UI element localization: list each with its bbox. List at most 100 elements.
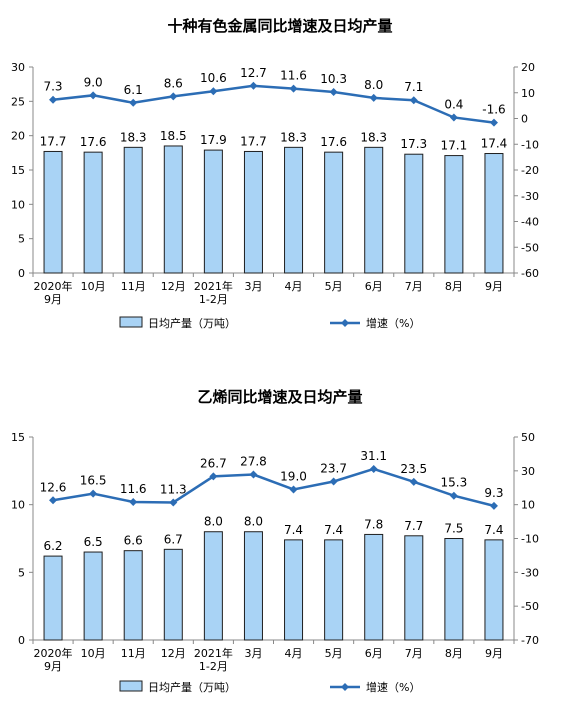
left-y-tick-label: 5 bbox=[18, 566, 25, 579]
line-point-marker bbox=[329, 87, 338, 96]
line-point-marker bbox=[89, 489, 98, 498]
line-value-label: 15.3 bbox=[441, 476, 468, 490]
legend-line-label: 增速（%） bbox=[366, 316, 420, 330]
bar bbox=[43, 150, 63, 274]
bar-value-label: 17.6 bbox=[80, 135, 107, 149]
x-tick-label: 12月 bbox=[161, 647, 186, 660]
bar bbox=[324, 539, 344, 641]
x-tick-label: 9月 bbox=[485, 647, 503, 660]
bar bbox=[364, 533, 384, 641]
growth-line bbox=[52, 467, 495, 508]
ethylene-chart-svg: 乙烯同比增速及日均产量 0 5 10 15 -70 -50 -30 -10 10 30 50 2020年… bbox=[11, 388, 539, 694]
line-value-label: 11.6 bbox=[280, 69, 307, 83]
line-point-marker bbox=[249, 470, 258, 479]
right-y-tick-label: -20 bbox=[521, 164, 539, 177]
line-point-marker bbox=[409, 96, 418, 105]
line-value-label: 19.0 bbox=[280, 469, 307, 483]
legend-line-marker bbox=[341, 319, 349, 327]
x-tick-label: 5月 bbox=[325, 280, 343, 293]
x-tick-label: 4月 bbox=[285, 647, 303, 660]
left-y-tick-label: 25 bbox=[11, 95, 25, 108]
bar-value-label: 6.5 bbox=[84, 535, 103, 549]
line-value-label: 11.3 bbox=[160, 482, 187, 496]
x-tick-label: 2020年 9月 bbox=[34, 279, 73, 306]
bar bbox=[83, 151, 103, 274]
bar bbox=[404, 153, 424, 274]
x-tick-label: 11月 bbox=[121, 280, 146, 293]
line-point-marker bbox=[409, 477, 418, 486]
x-tick-label: 3月 bbox=[244, 647, 262, 660]
x-tick-label: 7月 bbox=[405, 280, 423, 293]
line-value-label: 12.6 bbox=[40, 480, 67, 494]
line-point-marker bbox=[169, 92, 178, 101]
x-tick-label: 2020年 9月 bbox=[34, 646, 73, 673]
line-point-marker bbox=[489, 118, 498, 127]
x-tick-label: 3月 bbox=[244, 280, 262, 293]
right-y-tick-label: 10 bbox=[521, 499, 535, 512]
right-y-tick-label: -50 bbox=[521, 600, 539, 613]
line-point-marker bbox=[249, 81, 258, 90]
x-tick-label: 6月 bbox=[365, 280, 383, 293]
x-tick-label: 2021年 1-2月 bbox=[194, 646, 233, 673]
bar bbox=[123, 146, 143, 274]
line-point-marker bbox=[369, 93, 378, 102]
bar-value-label: 7.4 bbox=[284, 523, 303, 537]
line-value-label: 9.3 bbox=[484, 486, 503, 500]
line-value-label: 7.3 bbox=[43, 80, 62, 94]
x-tick-label: 11月 bbox=[121, 647, 146, 660]
x-tick-label: 8月 bbox=[445, 280, 463, 293]
bar bbox=[324, 151, 344, 274]
line-point-marker bbox=[89, 91, 98, 100]
line-value-label: 8.0 bbox=[364, 78, 383, 92]
line-value-label: 26.7 bbox=[200, 456, 227, 470]
bar bbox=[404, 535, 424, 641]
line-value-label: 8.6 bbox=[164, 76, 183, 90]
x-tick-label: 8月 bbox=[445, 647, 463, 660]
bar bbox=[43, 555, 63, 641]
legend-bar-swatch bbox=[119, 316, 143, 328]
line-value-label: 10.3 bbox=[320, 72, 347, 86]
line-point-marker bbox=[169, 498, 178, 507]
x-tick-label: 7月 bbox=[405, 647, 423, 660]
line-point-marker bbox=[489, 501, 498, 510]
right-y-tick-label: -70 bbox=[521, 634, 539, 647]
bar-value-label: 7.8 bbox=[364, 517, 383, 531]
line-point-marker bbox=[329, 477, 338, 486]
legend-line-marker bbox=[341, 683, 349, 691]
line-point-marker bbox=[129, 497, 138, 506]
left-y-tick-label: 30 bbox=[11, 61, 25, 74]
line-point-marker bbox=[49, 496, 58, 505]
left-y-tick-label: 10 bbox=[11, 198, 25, 211]
bar-value-label: 17.3 bbox=[400, 137, 427, 151]
line-value-label: 0.4 bbox=[444, 97, 463, 111]
left-y-tick-label: 15 bbox=[11, 431, 25, 444]
bar-value-label: 18.3 bbox=[120, 130, 147, 144]
right-y-tick-label: 0 bbox=[521, 113, 528, 126]
line-value-label: 16.5 bbox=[80, 474, 107, 488]
line-value-label: 27.8 bbox=[240, 455, 267, 469]
bar-value-label: 6.2 bbox=[43, 539, 62, 553]
bar-value-label: 17.7 bbox=[240, 134, 267, 148]
line-point-marker bbox=[449, 113, 458, 122]
bar bbox=[123, 550, 143, 641]
chart-ethylene: 乙烯同比增速及日均产量 0 5 10 15 -70 -50 -30 -10 10 30 50 2020年… bbox=[0, 375, 561, 710]
chart-title: 十种有色金属同比增速及日均产量 bbox=[167, 17, 392, 35]
bar bbox=[484, 539, 504, 641]
chart-nonferrous-metals: 十种有色金属同比增速及日均产量 0 5 10 15 20 25 30 -60 -50 -40 -30 -… bbox=[0, 0, 561, 350]
right-y-tick-label: 20 bbox=[521, 61, 535, 74]
line-point-marker bbox=[369, 464, 378, 473]
nonferrous-chart-svg: 十种有色金属同比增速及日均产量 0 5 10 15 20 25 30 -60 -50 -40 -30 -… bbox=[11, 17, 539, 330]
legend-line-label: 增速（%） bbox=[366, 680, 420, 694]
x-tick-label: 2021年 1-2月 bbox=[194, 279, 233, 306]
bar-value-label: 18.3 bbox=[360, 130, 387, 144]
right-y-tick-label: -60 bbox=[521, 267, 539, 280]
left-y-tick-label: 0 bbox=[18, 634, 25, 647]
x-tick-label: 10月 bbox=[81, 647, 106, 660]
bar bbox=[284, 146, 304, 274]
growth-line bbox=[52, 84, 495, 124]
left-y-tick-label: 10 bbox=[11, 499, 25, 512]
line-value-label: 11.6 bbox=[120, 482, 147, 496]
bar-value-label: 18.3 bbox=[280, 130, 307, 144]
bar-value-label: 17.4 bbox=[481, 137, 508, 151]
bar-value-label: 17.6 bbox=[320, 135, 347, 149]
